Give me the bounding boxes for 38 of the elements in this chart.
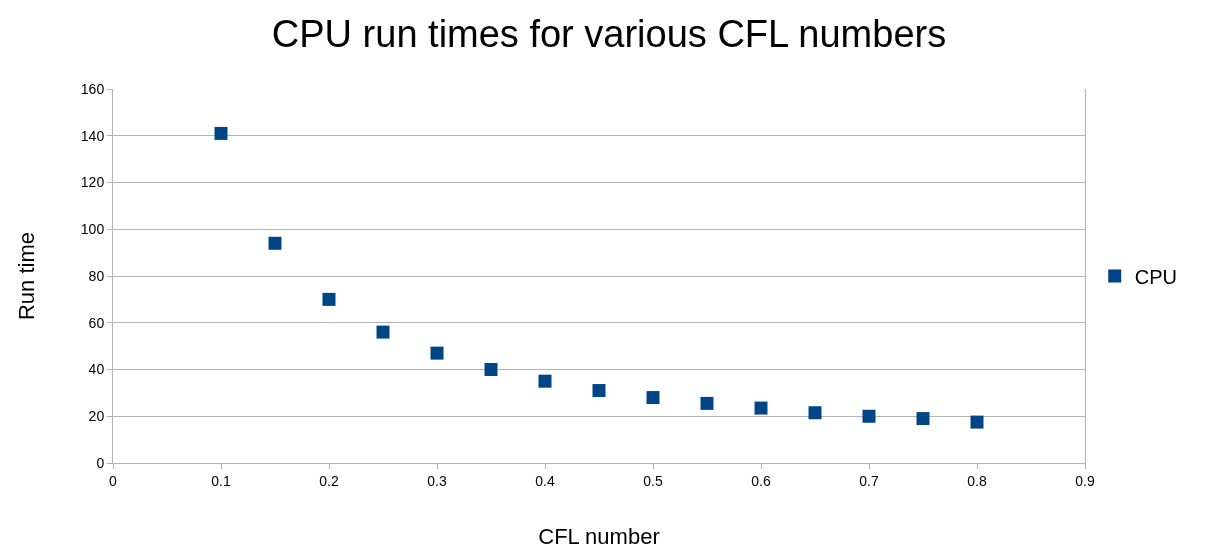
- point: [754, 401, 768, 415]
- point: [214, 126, 228, 140]
- y-tick-label: 20: [88, 408, 105, 425]
- point: [268, 236, 282, 250]
- y-axis-title: Run time: [13, 231, 39, 321]
- y-tick-label: 140: [80, 127, 105, 144]
- x-tick-label: 0.2: [319, 472, 339, 489]
- x-tick-label: 0.1: [211, 472, 231, 489]
- x-tick-label: 0.8: [967, 472, 987, 489]
- point: [484, 363, 498, 376]
- point: [592, 384, 606, 398]
- y-tick-label: 80: [88, 267, 105, 284]
- y-tick-label: 120: [80, 174, 105, 191]
- y-tick-label: 100: [80, 221, 105, 238]
- point: [322, 292, 336, 306]
- x-tick-label: 0.4: [535, 472, 555, 489]
- point: [916, 412, 930, 426]
- point: [376, 325, 390, 339]
- y-tick-label: 60: [88, 314, 105, 331]
- point: [538, 374, 552, 388]
- point: [808, 406, 822, 420]
- point: [700, 396, 714, 410]
- y-tick-label: 40: [88, 361, 105, 378]
- x-tick-label: 0.9: [1075, 472, 1095, 489]
- x-axis-title: CFL number: [538, 523, 660, 549]
- y-tick-label: 0: [96, 454, 105, 471]
- chart-title: CPU run times for various CFL numbers: [271, 12, 947, 55]
- x-tick-label: 0.5: [643, 472, 663, 489]
- point: [646, 391, 660, 405]
- x-tick-label: 0.3: [427, 472, 447, 489]
- point: [970, 415, 984, 429]
- legend-label: CPU: [1134, 265, 1177, 288]
- y-tick-label: 160: [80, 80, 105, 97]
- x-tick-label: 0.7: [859, 472, 879, 489]
- x-tick-label: 0.6: [751, 472, 771, 489]
- point: [430, 346, 444, 360]
- point: [862, 409, 876, 423]
- x-tick-label: 0: [109, 472, 118, 489]
